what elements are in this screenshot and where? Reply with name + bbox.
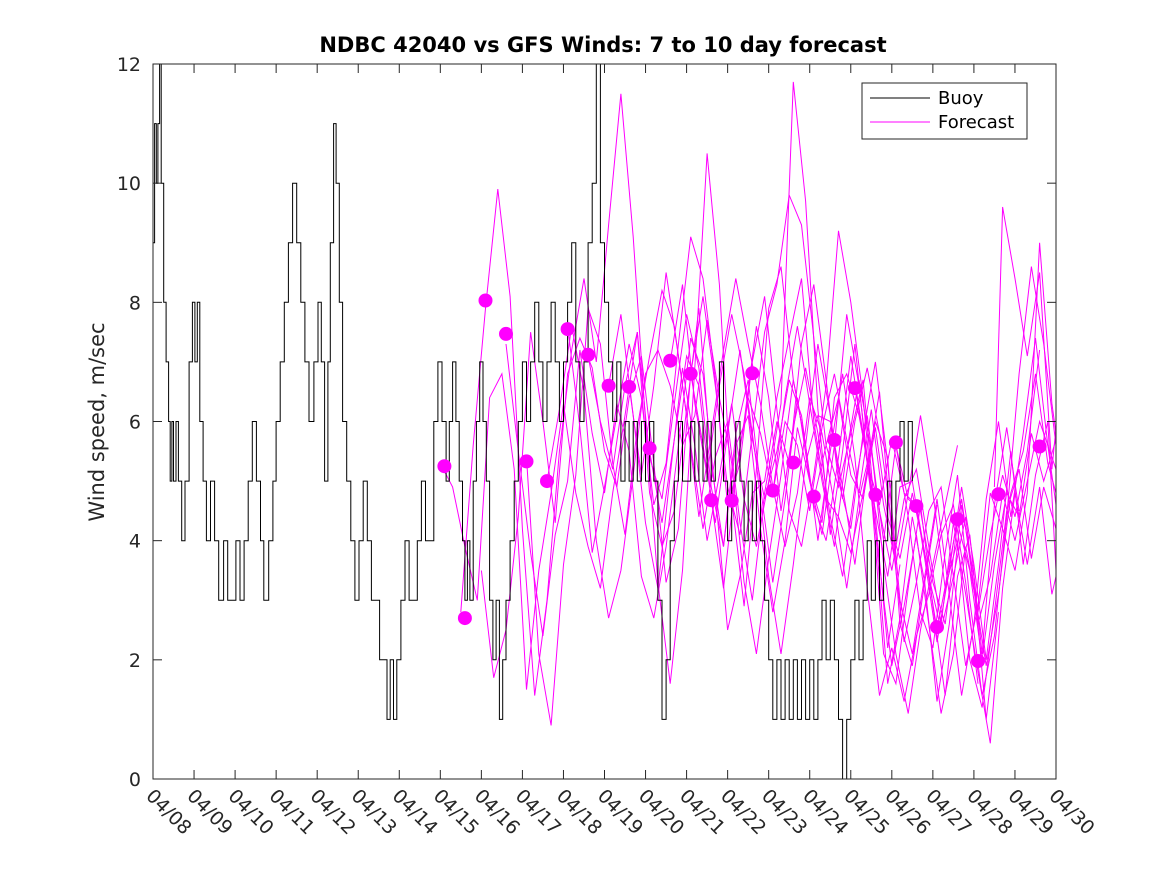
forecast-run-line-18 xyxy=(895,433,1056,660)
forecast-marker-24 xyxy=(909,499,924,514)
y-tick-label-4: 4 xyxy=(129,531,141,553)
forecast-marker-22 xyxy=(868,487,883,502)
forecast-marker-2 xyxy=(457,611,472,626)
forecast-marker-17 xyxy=(765,483,780,498)
forecast-marker-21 xyxy=(847,381,862,396)
y-axis-label: Wind speed, m/sec xyxy=(85,322,109,521)
legend: Buoy Forecast xyxy=(861,82,1028,140)
forecast-marker-14 xyxy=(704,493,719,508)
y-tick-label-0: 0 xyxy=(129,769,141,791)
forecast-run-line-14 xyxy=(731,326,1056,744)
forecast-marker-6 xyxy=(540,474,554,489)
forecast-marker-12 xyxy=(663,353,678,368)
forecast-marker-5 xyxy=(519,454,534,469)
forecast-marker-18 xyxy=(786,455,801,470)
buoy-series-line xyxy=(153,64,913,779)
forecast-marker-25 xyxy=(930,620,944,635)
forecast-marker-9 xyxy=(601,378,616,393)
chart-title: NDBC 42040 vs GFS Winds: 7 to 10 day for… xyxy=(319,33,886,57)
y-tick-label-6: 6 xyxy=(129,412,141,434)
forecast-marker-23 xyxy=(888,435,903,450)
forecast-marker-29 xyxy=(1032,439,1047,454)
y-tick-label-8: 8 xyxy=(129,292,141,314)
forecast-run-line-15 xyxy=(772,373,1056,708)
forecast-marker-3 xyxy=(478,293,493,308)
forecast-run-line-11 xyxy=(649,266,1056,696)
forecast-run-line-13 xyxy=(690,349,1056,660)
forecast-run-line-6 xyxy=(546,320,979,702)
plot-clip-group xyxy=(153,64,1056,779)
forecast-run-line-10 xyxy=(628,272,1056,696)
forecast-marker-8 xyxy=(581,347,596,362)
forecast-marker-11 xyxy=(642,441,657,456)
forecast-marker-10 xyxy=(622,379,637,394)
forecast-run-line-2 xyxy=(460,93,893,696)
forecast-run-line-7 xyxy=(567,230,999,720)
y-tick-label-12: 12 xyxy=(117,54,141,76)
forecast-marker-20 xyxy=(827,433,842,447)
legend-buoy-label: Buoy xyxy=(938,88,984,109)
y-tick-label-2: 2 xyxy=(129,650,141,672)
forecast-run-line-4 xyxy=(505,278,938,666)
forecast-marker-26 xyxy=(950,512,965,527)
legend-box xyxy=(861,82,1028,140)
forecast-run-line-19 xyxy=(993,206,1056,488)
plot-area xyxy=(153,64,1056,779)
forecast-run-line-5 xyxy=(526,278,958,726)
legend-forecast-label: Forecast xyxy=(938,112,1014,133)
forecast-marker-4 xyxy=(499,326,513,341)
forecast-marker-27 xyxy=(971,654,985,668)
y-tick-label-10: 10 xyxy=(117,173,141,195)
forecast-marker-13 xyxy=(683,366,698,381)
forecast-marker-28 xyxy=(991,487,1006,502)
forecast-marker-19 xyxy=(806,489,821,504)
forecast-marker-15 xyxy=(724,493,739,508)
forecast-marker-7 xyxy=(560,322,575,337)
forecast-run-line-8 xyxy=(587,314,1020,696)
forecast-marker-1 xyxy=(437,459,452,474)
forecast-marker-16 xyxy=(745,366,760,381)
forecast-run-line-17 xyxy=(854,385,1056,631)
forecast-run-line-12 xyxy=(669,242,1056,666)
